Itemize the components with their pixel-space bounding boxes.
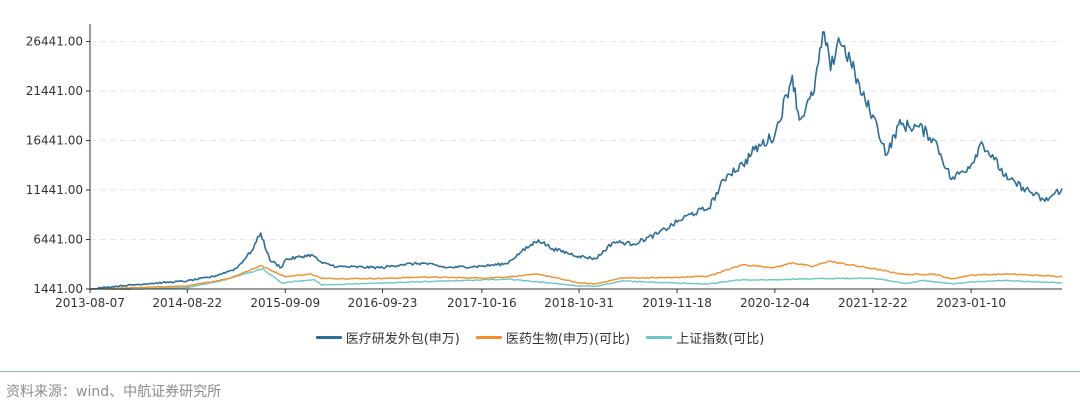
legend-label: 上证指数(可比)	[676, 331, 765, 347]
x-tick-label: 2023-01-10	[936, 296, 1006, 310]
line-chart: 1441.00 6441.00 11441.00 16441.00 21441.00 26…	[26, 24, 1063, 310]
x-tick-label: 2020-12-04	[740, 296, 810, 310]
legend: 医疗研发外包(申万) 医药生物(申万)(可比) 上证指数(可比)	[0, 326, 1080, 348]
y-tick-label: 1441.00	[33, 282, 83, 296]
legend-label: 医药生物(申万)(可比)	[505, 331, 631, 347]
series-line-0	[89, 31, 1063, 290]
axes: 1441.00 6441.00 11441.00 16441.00 21441.00 26…	[26, 24, 1062, 310]
series-line-2	[89, 268, 1063, 291]
y-tick-label: 21441.00	[26, 84, 83, 98]
legend-label: 医疗研发外包(申万)	[345, 331, 460, 347]
x-tick-label: 2019-11-18	[642, 296, 712, 310]
x-tick-label: 2021-12-22	[838, 296, 908, 310]
x-tick-label: 2017-10-16	[447, 296, 517, 310]
x-tick-label: 2016-09-23	[348, 296, 418, 310]
series-lines	[89, 31, 1063, 291]
gridlines	[90, 40, 1062, 240]
y-tick-label: 26441.00	[26, 34, 83, 48]
y-tick-label: 6441.00	[33, 232, 83, 246]
y-tick-label: 16441.00	[26, 133, 83, 147]
source-note: 资料来源：wind、中航证券研究所	[6, 384, 222, 400]
legend-swatch-icon	[475, 335, 502, 339]
x-tick-label: 2018-10-31	[544, 296, 614, 310]
legend-swatch-icon	[646, 335, 673, 339]
legend-item-pharma-biotech[interactable]: 医药生物(申万)(可比)	[475, 328, 631, 347]
x-tick-label: 2014-08-22	[152, 296, 222, 310]
legend-item-medical-rd-outsourcing[interactable]: 医疗研发外包(申万)	[315, 328, 460, 347]
x-tick-label: 2015-09-09	[250, 296, 320, 310]
legend-swatch-icon	[315, 335, 342, 339]
divider	[0, 371, 1080, 372]
series-line-1	[90, 260, 1063, 290]
x-tick-label: 2013-08-07	[55, 296, 125, 310]
y-tick-label: 11441.00	[26, 183, 83, 197]
legend-item-shanghai-composite[interactable]: 上证指数(可比)	[646, 328, 764, 347]
